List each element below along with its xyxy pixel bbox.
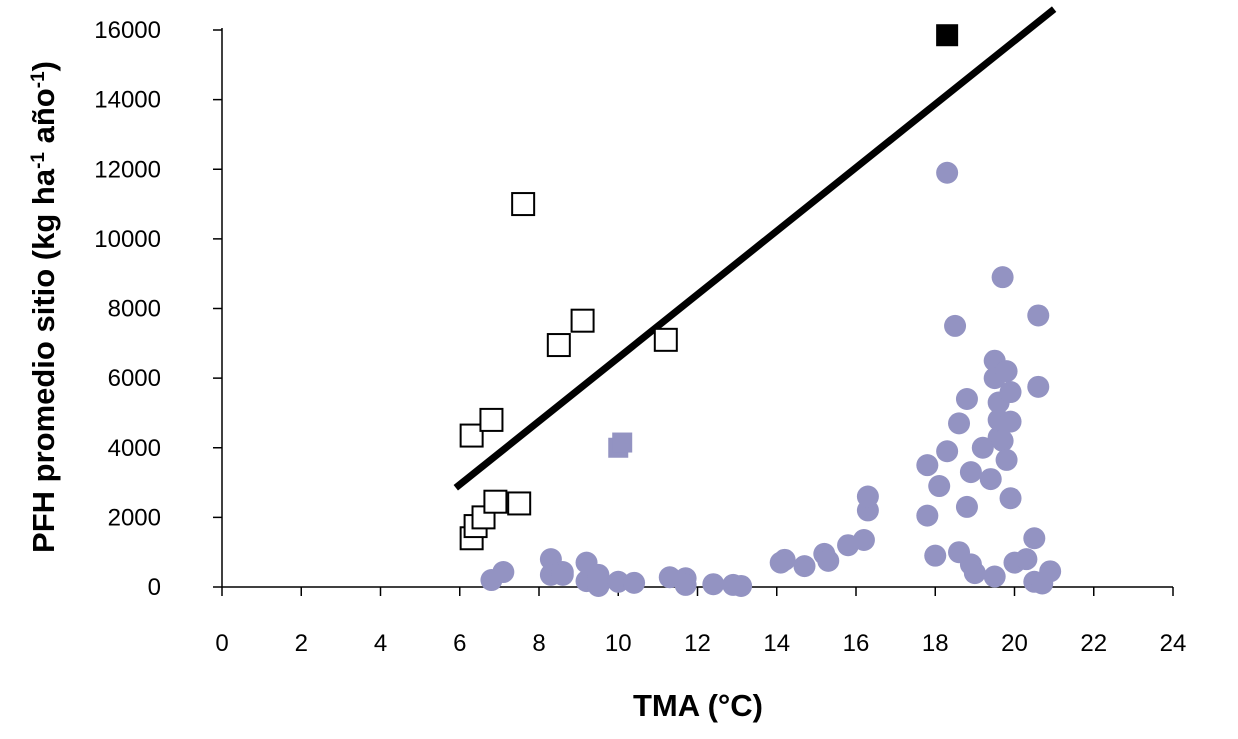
data-point-circle xyxy=(936,161,959,184)
data-point-circle xyxy=(928,475,951,498)
data-point-square-open xyxy=(546,333,571,358)
data-point-square-open xyxy=(570,308,595,333)
data-point-circle xyxy=(948,412,971,435)
trendline-layer xyxy=(453,6,1057,491)
data-point-square-filled xyxy=(936,24,959,47)
x-tick-label: 2 xyxy=(295,630,308,657)
x-tick-label: 12 xyxy=(684,630,711,657)
y-tick-label: 16000 xyxy=(94,17,161,44)
data-point-circle xyxy=(959,461,982,484)
data-point-circle xyxy=(817,549,840,572)
x-tick-label: 14 xyxy=(763,630,790,657)
y-axis-title-mid: año xyxy=(26,88,61,152)
data-point-circle xyxy=(955,388,978,411)
data-point-circle xyxy=(999,381,1022,404)
data-point-circle xyxy=(995,360,1018,383)
x-tick-label: 6 xyxy=(453,630,466,657)
data-point-circle xyxy=(979,468,1002,491)
x-tick-label: 18 xyxy=(922,630,949,657)
data-point-circle xyxy=(936,440,959,463)
data-point-square-open xyxy=(653,327,678,352)
y-axis-title-exp1: -1 xyxy=(28,152,49,169)
data-point-square-open xyxy=(483,489,508,514)
data-point-circle xyxy=(983,565,1006,588)
data-point-square-open xyxy=(459,423,484,448)
y-tick-label: 0 xyxy=(148,574,161,601)
data-point-circle xyxy=(971,436,994,459)
data-point-circle xyxy=(916,454,939,477)
x-tick-label: 16 xyxy=(843,630,870,657)
data-point-circle xyxy=(623,571,646,594)
x-tick-label: 4 xyxy=(374,630,387,657)
data-point-circle xyxy=(674,573,697,596)
data-point-circle xyxy=(852,529,875,552)
data-point-circle xyxy=(991,429,1014,452)
x-axis-title: TMA (°C) xyxy=(633,688,763,723)
data-point-square-open xyxy=(479,407,504,432)
trendline xyxy=(453,6,1057,491)
data-point-circle xyxy=(773,548,796,571)
data-point-circle xyxy=(991,266,1014,289)
data-point-circle xyxy=(793,555,816,578)
x-tick-label: 24 xyxy=(1160,630,1187,657)
data-point-circle xyxy=(944,314,967,337)
data-point-circle xyxy=(607,570,630,593)
data-point-circle xyxy=(1039,560,1062,583)
data-point-circle xyxy=(999,487,1022,510)
data-point-circle xyxy=(1027,375,1050,398)
x-tick-label: 22 xyxy=(1080,630,1107,657)
x-tick-label: 10 xyxy=(605,630,632,657)
data-point-circle xyxy=(995,448,1018,471)
data-point-circle xyxy=(1015,548,1038,571)
y-tick-label: 12000 xyxy=(94,156,161,183)
data-point-circle xyxy=(587,574,610,597)
data-point-square-filled xyxy=(612,432,633,453)
data-point-circle xyxy=(963,562,986,585)
axes: 0 2 4 6 8 10 12 14 16 18 20 22 240200040006000800010… xyxy=(94,17,1186,657)
y-tick-label: 14000 xyxy=(94,87,161,114)
data-point-circle xyxy=(551,563,574,586)
y-tick-label: 8000 xyxy=(108,296,161,323)
y-axis-title-main: PFH promedio sitio (kg ha xyxy=(26,168,61,553)
y-tick-label: 6000 xyxy=(108,365,161,392)
y-tick-label: 10000 xyxy=(94,226,161,253)
data-point-circle xyxy=(702,573,725,596)
data-point-circle xyxy=(1027,304,1050,327)
x-tick-label: 20 xyxy=(1001,630,1028,657)
x-tick-label: 8 xyxy=(532,630,545,657)
y-tick-label: 2000 xyxy=(108,504,161,531)
data-point-circle xyxy=(999,410,1022,433)
y-axis-title-end: ) xyxy=(26,61,61,71)
data-points xyxy=(459,24,1062,597)
data-point-square-open xyxy=(507,491,532,516)
y-tick-label: 4000 xyxy=(108,435,161,462)
y-axis-title: PFH promedio sitio (kg ha-1 año-1) xyxy=(26,61,61,553)
data-point-circle xyxy=(916,504,939,527)
data-point-square-open xyxy=(511,192,536,217)
x-tick-label: 0 xyxy=(215,630,228,657)
data-point-circle xyxy=(856,485,879,508)
y-axis-title-exp2: -1 xyxy=(28,71,49,88)
data-point-circle xyxy=(1023,527,1046,550)
data-point-circle xyxy=(730,574,753,597)
data-point-circle xyxy=(924,544,947,567)
data-point-circle xyxy=(955,495,978,518)
data-point-circle xyxy=(492,561,515,584)
